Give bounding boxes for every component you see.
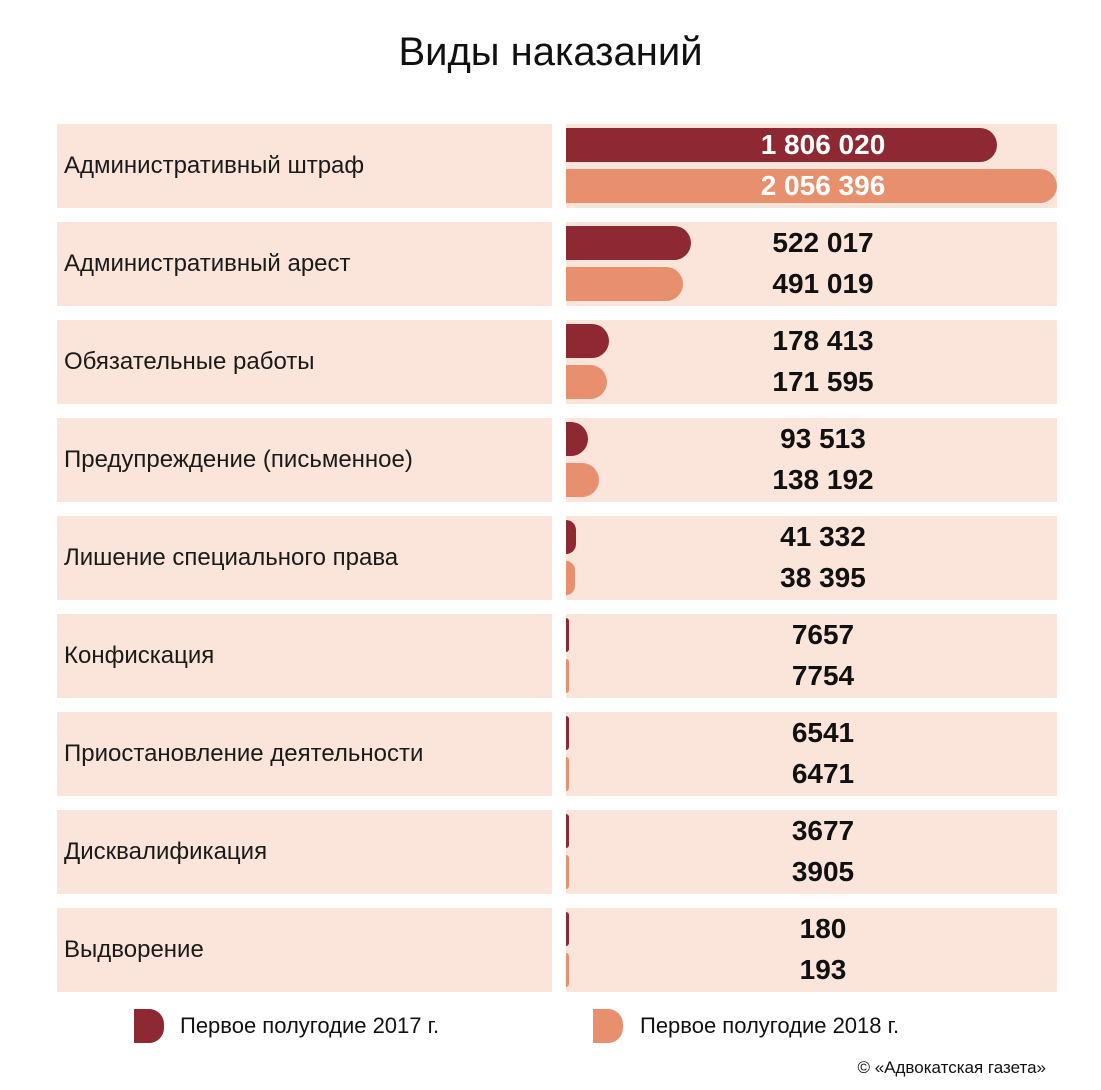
category-label: Приостановление деятельности bbox=[57, 712, 552, 796]
bar-2017 bbox=[566, 716, 569, 750]
data-label: 491 019 bbox=[772, 268, 874, 299]
bar-2017 bbox=[566, 814, 569, 848]
data-label: 38 395 bbox=[780, 562, 866, 593]
category-label: Выдворение bbox=[57, 908, 552, 992]
data-label: 138 192 bbox=[772, 464, 874, 495]
category-label: Предупреждение (письменное) bbox=[57, 418, 552, 502]
chart-title: Виды наказаний bbox=[398, 30, 703, 74]
bar-2018 bbox=[566, 267, 684, 301]
bar-2018 bbox=[566, 855, 569, 889]
bar-2018 bbox=[566, 659, 569, 693]
bar-row: 7657 7754 bbox=[566, 614, 1057, 698]
category-label: Дисквалификация bbox=[57, 810, 552, 894]
bar-2017 bbox=[566, 520, 576, 554]
bar-2017 bbox=[566, 226, 691, 260]
data-label: 1 806 020 bbox=[760, 129, 886, 160]
bar-row: 6541 6471 bbox=[566, 712, 1057, 796]
bar-2017 bbox=[566, 128, 998, 162]
data-label: 41 332 bbox=[780, 521, 866, 552]
bar-row: 3677 3905 bbox=[566, 810, 1057, 894]
data-label: 3677 bbox=[791, 815, 855, 846]
bar-row: 93 513 138 192 bbox=[566, 418, 1057, 502]
data-label: 93 513 bbox=[780, 423, 866, 454]
bar-2018 bbox=[566, 757, 569, 791]
data-label: 3905 bbox=[791, 856, 855, 887]
category-label: Конфискация bbox=[57, 614, 552, 698]
bar-2017 bbox=[566, 422, 589, 456]
data-label: 193 bbox=[799, 954, 847, 985]
bar-row: 522 017 491 019 bbox=[566, 222, 1057, 306]
bar-2018 bbox=[566, 463, 599, 497]
data-label: 2 056 396 bbox=[760, 170, 886, 201]
data-label: 171 595 bbox=[772, 366, 874, 397]
bar-2018 bbox=[566, 561, 576, 595]
data-label: 6471 bbox=[791, 758, 855, 789]
legend-swatch-2018 bbox=[593, 1009, 623, 1043]
legend-label-2018: Первое полугодие 2018 г. bbox=[640, 1013, 900, 1038]
category-label: Административный арест bbox=[57, 222, 552, 306]
bar-row: 1 806 020 2 056 396 bbox=[566, 124, 1057, 208]
data-label: 7657 bbox=[791, 619, 855, 650]
legend-label-2017: Первое полугодие 2017 г. bbox=[180, 1013, 440, 1038]
bar-2017 bbox=[566, 618, 569, 652]
bar-2018 bbox=[566, 365, 607, 399]
bar-2017 bbox=[566, 324, 609, 358]
category-label: Лишение специального права bbox=[57, 516, 552, 600]
bar-row: 178 413 171 595 bbox=[566, 320, 1057, 404]
bar-2017 bbox=[566, 912, 569, 946]
category-label: Обязательные работы bbox=[57, 320, 552, 404]
data-label: 7754 bbox=[791, 660, 855, 691]
category-label: Административный штраф bbox=[57, 124, 552, 208]
data-label: 6541 bbox=[791, 717, 855, 748]
data-label: 522 017 bbox=[772, 227, 874, 258]
legend-swatch-2017 bbox=[134, 1009, 164, 1043]
data-label: 180 bbox=[799, 913, 847, 944]
source-credit: © «Адвокатская газета» bbox=[857, 1058, 1046, 1077]
bar-row: 180 193 bbox=[566, 908, 1057, 992]
bar-row: 41 332 38 395 bbox=[566, 516, 1057, 600]
bar-2018 bbox=[566, 953, 569, 987]
bar-2018 bbox=[566, 169, 1057, 203]
data-label: 178 413 bbox=[772, 325, 874, 356]
